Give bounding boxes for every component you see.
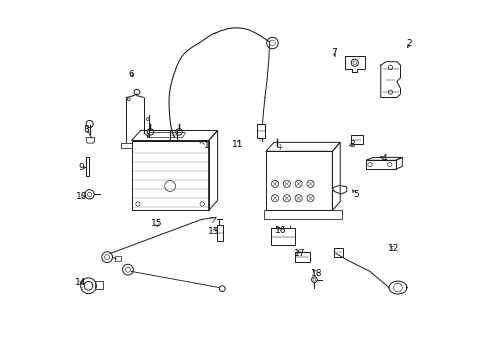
Bar xyxy=(115,256,121,261)
Bar xyxy=(333,248,343,257)
Bar xyxy=(95,282,102,289)
Bar xyxy=(169,130,177,140)
Text: 8: 8 xyxy=(83,125,89,134)
Text: 6: 6 xyxy=(128,70,134,79)
Text: 15: 15 xyxy=(151,219,162,228)
Bar xyxy=(351,135,363,144)
Text: 12: 12 xyxy=(387,244,398,253)
Bar xyxy=(271,228,294,244)
Bar xyxy=(216,225,223,241)
Text: 16: 16 xyxy=(274,226,285,235)
Text: 5: 5 xyxy=(352,190,358,199)
Text: 9: 9 xyxy=(78,163,84,172)
Text: 18: 18 xyxy=(310,269,321,278)
Text: 17: 17 xyxy=(294,249,305,258)
Text: 14: 14 xyxy=(74,278,86,287)
Text: 7: 7 xyxy=(330,48,336,57)
Text: 11: 11 xyxy=(231,140,243,149)
Text: 1: 1 xyxy=(203,141,209,150)
Text: 13: 13 xyxy=(208,228,219,237)
Bar xyxy=(257,124,265,138)
Bar xyxy=(264,211,341,220)
Text: 10: 10 xyxy=(76,192,87,201)
Text: +: + xyxy=(275,143,282,152)
Text: 2: 2 xyxy=(406,39,411,48)
Text: 4: 4 xyxy=(381,154,386,163)
Bar xyxy=(294,252,309,262)
Bar xyxy=(85,157,89,176)
Text: 3: 3 xyxy=(348,140,354,149)
